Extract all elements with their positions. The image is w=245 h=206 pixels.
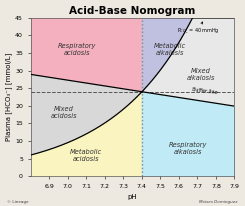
Y-axis label: Plasma [HCO₃⁻] [mmol/L]: Plasma [HCO₃⁻] [mmol/L] bbox=[6, 53, 12, 141]
Text: Mixed
acidosis: Mixed acidosis bbox=[51, 106, 77, 119]
Text: Respiratory
alkalosis: Respiratory alkalosis bbox=[169, 142, 207, 155]
Text: Respiratory
acidosis: Respiratory acidosis bbox=[58, 43, 96, 56]
Text: Moises Dominguez: Moises Dominguez bbox=[199, 200, 238, 204]
X-axis label: pH: pH bbox=[128, 194, 137, 200]
Text: Buffer line: Buffer line bbox=[192, 87, 218, 95]
Text: © Lineage: © Lineage bbox=[7, 200, 29, 204]
Title: Acid-Base Nomogram: Acid-Base Nomogram bbox=[69, 6, 196, 16]
Text: Mixed
alkalosis: Mixed alkalosis bbox=[187, 68, 215, 81]
Text: Metabolic
alkalosis: Metabolic alkalosis bbox=[154, 43, 186, 56]
Text: P$_{CO_2}$ = 40 mmHg: P$_{CO_2}$ = 40 mmHg bbox=[177, 22, 220, 36]
Text: Metabolic
acidosis: Metabolic acidosis bbox=[70, 149, 102, 162]
